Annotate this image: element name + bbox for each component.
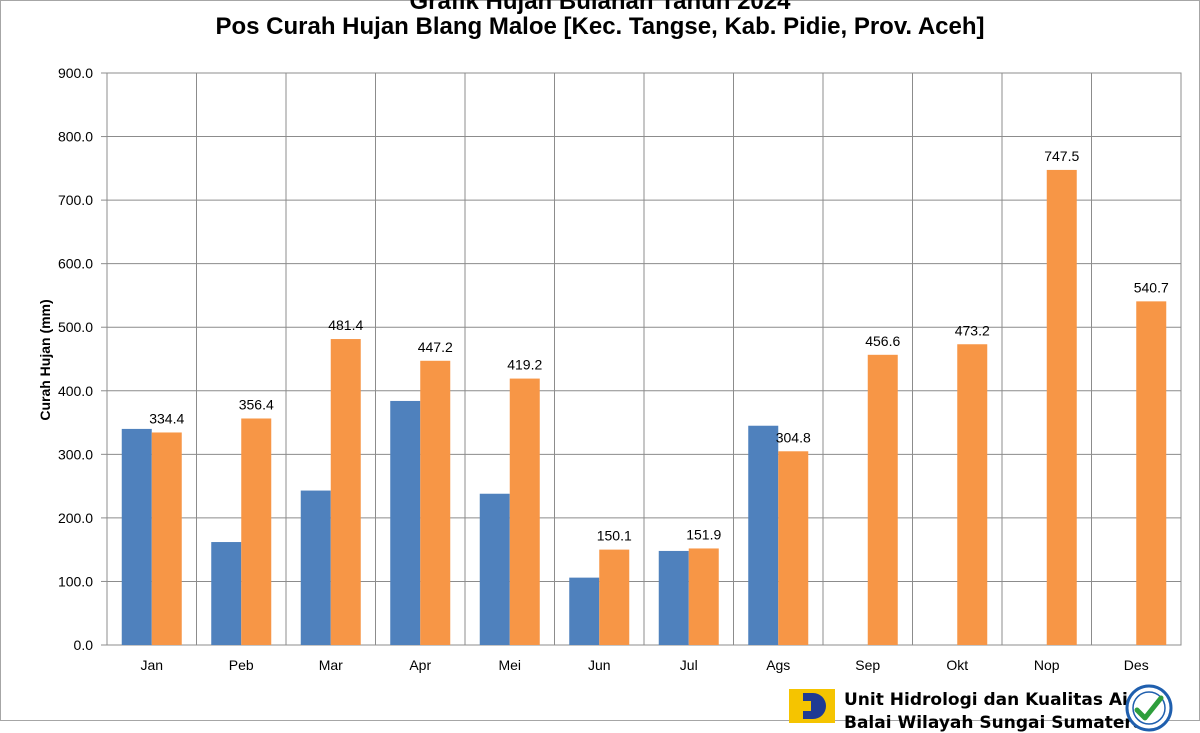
- x-tick-label: Peb: [229, 657, 254, 673]
- bar-okt-series-2: [957, 344, 988, 645]
- bar-ags-series-1: [748, 425, 779, 645]
- pupr-logo-icon: [789, 689, 835, 723]
- x-tick-label: Mar: [319, 657, 343, 673]
- y-tick-label: 0.0: [74, 637, 94, 653]
- y-tick-label: 900.0: [58, 65, 93, 81]
- data-label: 447.2: [418, 339, 453, 355]
- data-label: 304.8: [776, 429, 811, 445]
- x-tick-label: Nop: [1034, 657, 1060, 673]
- y-axis-label: Curah Hujan (mm): [37, 299, 53, 420]
- y-tick-label: 200.0: [58, 510, 93, 526]
- bar-jun-series-2: [599, 549, 630, 645]
- footer-org-line2: Balai Wilayah Sungai Sumatera I: [844, 713, 1157, 733]
- x-tick-label: Mei: [498, 657, 521, 673]
- bar-mar-series-1: [300, 490, 331, 645]
- bar-nop-series-2: [1046, 169, 1077, 645]
- data-label: 419.2: [507, 357, 542, 373]
- bar-sep-series-2: [867, 354, 898, 645]
- bar-jan-series-1: [121, 428, 152, 645]
- x-axis-ticks: Jan Peb Mar Apr Mei Jun Jul Ags Sep Okt Nop Des: [140, 657, 1148, 673]
- chart-title: Grafik Hujan Bulanan Tahun 2024: [409, 0, 791, 15]
- data-label: 481.4: [328, 317, 363, 333]
- y-tick-label: 100.0: [58, 573, 93, 589]
- bar-jul-series-2: [688, 548, 719, 645]
- y-axis-ticks: 0.0 100.0 200.0 300.0 400.0 500.0 600.0 700.0 80…: [58, 65, 93, 653]
- data-label: 151.9: [686, 526, 721, 542]
- bar-peb-series-1: [211, 542, 242, 645]
- data-label: 473.2: [955, 322, 990, 338]
- data-label: 150.1: [597, 528, 632, 544]
- bar-mei-series-2: [509, 378, 540, 645]
- chart-subtitle: Pos Curah Hujan Blang Maloe [Kec. Tangse…: [215, 13, 985, 40]
- bar-apr-series-2: [420, 360, 451, 645]
- y-tick-label: 300.0: [58, 446, 93, 462]
- chart-bars: [121, 169, 1167, 645]
- y-tick-label: 600.0: [58, 256, 93, 272]
- x-tick-label: Jan: [140, 657, 163, 673]
- y-tick-label: 500.0: [58, 319, 93, 335]
- data-label: 334.4: [149, 410, 184, 426]
- y-tick-label: 400.0: [58, 383, 93, 399]
- bar-jun-series-1: [569, 577, 600, 645]
- x-tick-label: Apr: [409, 657, 431, 673]
- bar-ags-series-2: [778, 451, 809, 645]
- x-tick-label: Jul: [680, 657, 698, 673]
- bar-peb-series-2: [241, 418, 272, 645]
- footer-org-line1: Unit Hidrologi dan Kualitas Air: [844, 690, 1137, 710]
- data-label: 456.6: [865, 333, 900, 349]
- x-tick-label: Sep: [855, 657, 880, 673]
- x-tick-label: Jun: [588, 657, 611, 673]
- x-tick-label: Okt: [946, 657, 968, 673]
- bar-mar-series-2: [330, 339, 361, 645]
- y-tick-label: 800.0: [58, 129, 93, 145]
- data-label: 540.7: [1134, 279, 1169, 295]
- bar-jul-series-1: [658, 550, 689, 645]
- data-label: 747.5: [1044, 148, 1079, 164]
- iso-certification-seal-icon: [1125, 684, 1173, 732]
- bar-jan-series-2: [151, 432, 182, 645]
- y-tick-label: 700.0: [58, 192, 93, 208]
- bar-des-series-2: [1136, 301, 1167, 645]
- chart-data-labels: 334.4 356.4 481.4 447.2 419.2 150.1 151.9 304.8…: [149, 148, 1169, 544]
- bar-apr-series-1: [390, 400, 421, 645]
- x-tick-label: Des: [1124, 657, 1149, 673]
- bar-mei-series-1: [479, 493, 510, 645]
- data-label: 356.4: [239, 396, 274, 412]
- chart-grid: [101, 72, 1182, 646]
- x-tick-label: Ags: [766, 657, 790, 673]
